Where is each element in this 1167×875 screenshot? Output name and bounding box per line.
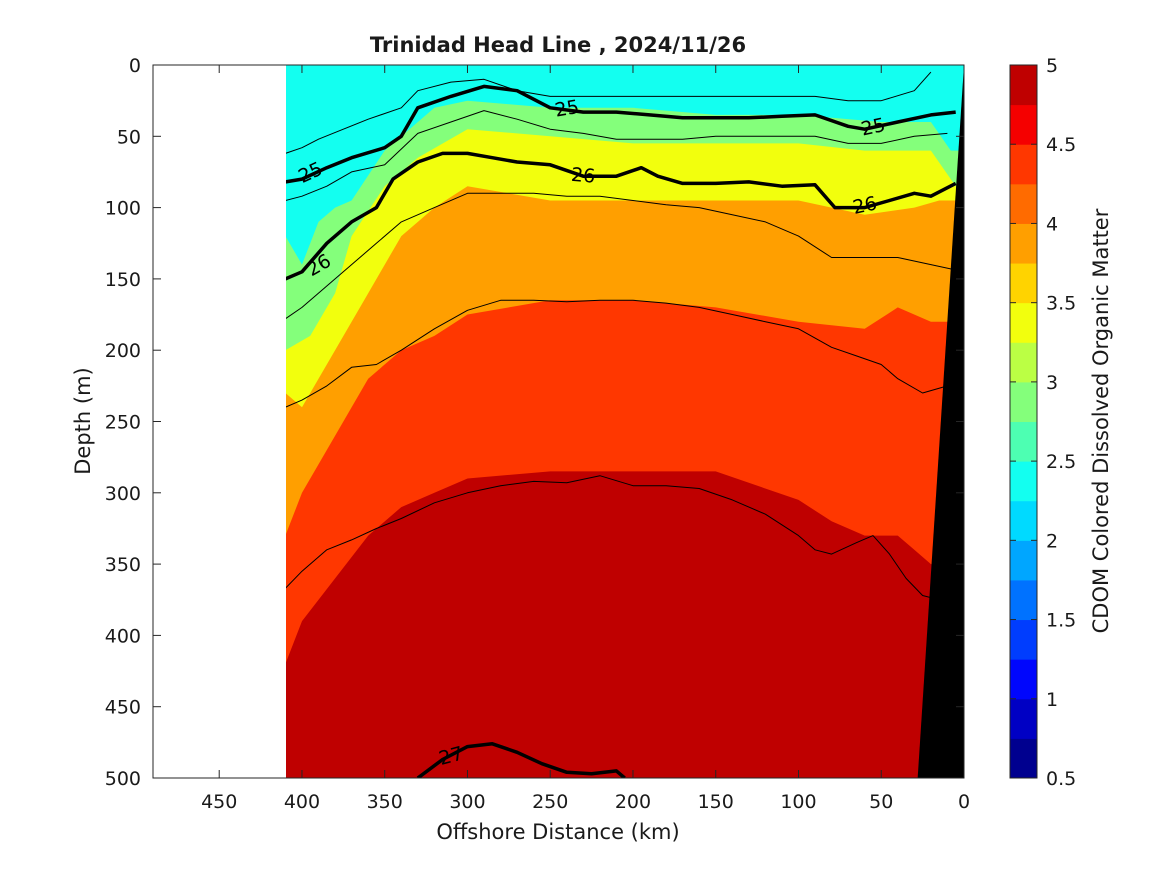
colorbar-tick-label: 3.5 <box>1046 293 1076 315</box>
y-tick-label: 500 <box>105 768 141 790</box>
density-contour-3 <box>286 151 957 281</box>
x-tick-label: 450 <box>201 791 237 813</box>
colorbar-band <box>1010 302 1037 343</box>
y-tick-label: 450 <box>105 697 141 719</box>
x-tick-label: 400 <box>284 791 320 813</box>
density-contour-6 <box>286 475 940 601</box>
colorbar-band <box>1010 461 1037 502</box>
colorbar-tick-label: 5 <box>1046 55 1058 77</box>
colorbar-band <box>1010 144 1037 185</box>
y-tick-label: 0 <box>129 55 141 77</box>
x-tick-label: 200 <box>615 791 651 813</box>
colorbar-band <box>1010 540 1037 581</box>
colorbar-band <box>1010 500 1037 541</box>
y-tick-label: 150 <box>105 269 141 291</box>
colorbar-tick-label: 0.5 <box>1046 768 1076 790</box>
colorbar-band <box>1010 698 1037 739</box>
contour-label-5: 26 <box>851 192 879 219</box>
colorbar-band <box>1010 619 1037 660</box>
density-contour-7 <box>416 742 626 778</box>
colorbar-tick-label: 1.5 <box>1046 610 1076 632</box>
colorbar-tick-label: 2.5 <box>1046 451 1076 473</box>
density-contours <box>286 71 964 778</box>
y-tick-label: 100 <box>105 198 141 220</box>
cdom-fill-layers <box>286 65 964 778</box>
x-tick-label: 250 <box>532 791 568 813</box>
colorbar <box>1010 65 1037 779</box>
x-tick-label: 50 <box>869 791 893 813</box>
x-tick-label: 300 <box>449 791 485 813</box>
colorbar-tick-label: 1 <box>1046 689 1058 711</box>
density-contour-1 <box>286 84 956 184</box>
x-tick-label: 150 <box>698 791 734 813</box>
colorbar-label: CDOM Colored Dissolved Organic Matter <box>1089 208 1113 633</box>
colorbar-band <box>1010 579 1037 621</box>
y-tick-label: 50 <box>117 126 141 148</box>
y-axis-ticks: 0 50 100 150 200 250 300 350 400 450 500 <box>105 55 964 790</box>
colorbar-tick-label: 3 <box>1046 372 1058 394</box>
x-axis-ticks: 450 400 350 300 250 200 150 100 50 0 <box>201 65 970 813</box>
density-contour-5 <box>286 299 964 408</box>
x-tick-label: 350 <box>367 791 403 813</box>
colorbar-band <box>1010 263 1037 304</box>
contour-label-2: 25 <box>859 114 887 141</box>
contour-label-3: 26 <box>570 164 596 188</box>
y-tick-label: 350 <box>105 554 141 576</box>
colorbar-band <box>1010 104 1037 145</box>
x-tick-label: 100 <box>780 791 816 813</box>
contour-label-text: 25 <box>859 114 887 141</box>
seafloor-mask <box>917 65 964 778</box>
density-contour-2 <box>286 110 948 201</box>
contour-label-0: 25 <box>553 96 581 122</box>
colorbar-tick-label: 2 <box>1046 530 1058 552</box>
y-tick-label: 250 <box>105 412 141 434</box>
contour-label-text: 26 <box>851 192 879 219</box>
y-tick-label: 200 <box>105 340 141 362</box>
density-contour-0 <box>286 71 932 154</box>
colorbar-band <box>1010 421 1037 462</box>
colorbar-ticks: 0.5 1 1.5 2 2.5 3 3.5 4 4.5 5 <box>1010 55 1076 790</box>
colorbar-band <box>1010 342 1037 383</box>
y-tick-label: 300 <box>105 483 141 505</box>
colorbar-band <box>1010 659 1037 700</box>
contour-label-text: 26 <box>570 164 596 188</box>
colorbar-band <box>1010 223 1037 264</box>
x-tick-label: 0 <box>958 791 970 813</box>
x-axis-label: Offshore Distance (km) <box>436 820 679 844</box>
y-tick-label: 400 <box>105 625 141 647</box>
colorbar-band <box>1010 381 1037 422</box>
density-contour-4 <box>286 192 964 319</box>
cdom-layer-4 <box>286 471 964 778</box>
chart-title: Trinidad Head Line , 2024/11/26 <box>370 33 746 57</box>
colorbar-band <box>1010 183 1037 224</box>
colorbar-frame <box>1009 64 1038 779</box>
y-axis-label: Depth (m) <box>71 367 95 474</box>
colorbar-band <box>1010 738 1037 779</box>
colorbar-tick-label: 4.5 <box>1046 134 1076 156</box>
colorbar-band <box>1010 65 1037 106</box>
colorbar-tick-label: 4 <box>1046 213 1058 235</box>
contour-label-text: 25 <box>553 96 581 122</box>
